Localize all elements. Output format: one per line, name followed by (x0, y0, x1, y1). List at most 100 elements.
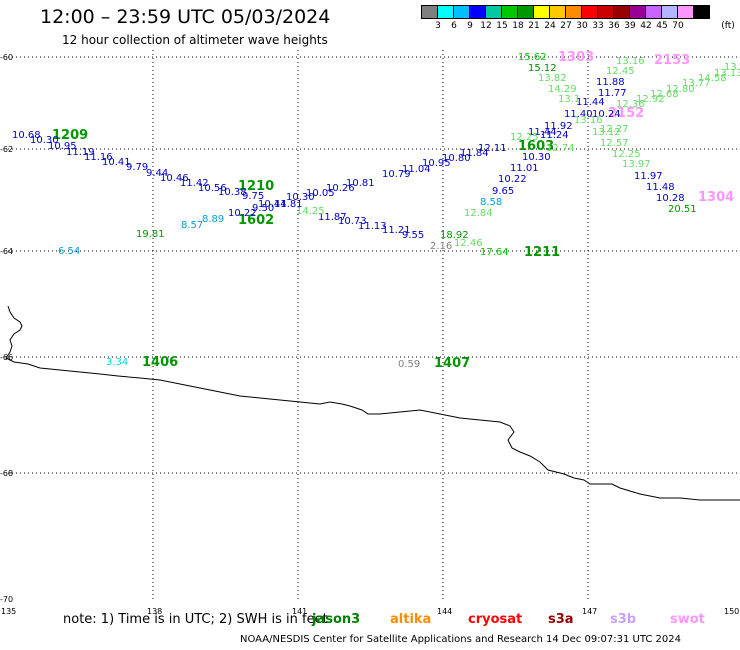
swh-value: 12.25 (510, 132, 539, 143)
swh-value: 15.12 (528, 63, 557, 74)
swh-value: 10.26 (326, 183, 355, 194)
swh-value: 11.84 (460, 148, 489, 159)
swh-value: 15.62 (518, 52, 547, 63)
swh-value: 11.48 (646, 182, 675, 193)
swh-value: 10.05 (306, 188, 335, 199)
colorbar-tick: 27 (560, 21, 572, 31)
swh-value: 10.22 (498, 174, 527, 185)
swh-value: 9.75 (242, 191, 264, 202)
swh-value: 13.82 (538, 73, 567, 84)
swh-value: 9.65 (492, 186, 514, 197)
swh-value: 11.81 (274, 199, 303, 210)
colorbar-tick: 6 (451, 21, 457, 31)
swh-value: 10.73 (338, 216, 367, 227)
swh-value: 12.27 (600, 124, 629, 135)
pass-label: 1211 (524, 245, 560, 260)
swh-value: 10.81 (346, 178, 375, 189)
swh-value: 10.56 (198, 183, 227, 194)
swh-value: 13.77 (682, 78, 711, 89)
satellite-legend-altika: altika (390, 612, 432, 627)
swh-value: 10.28 (656, 193, 685, 204)
swh-value: 10.38 (218, 187, 247, 198)
swh-value: 6.54 (58, 246, 80, 257)
swh-value: 12.11 (478, 143, 507, 154)
swh-value: 10.68 (12, 130, 41, 141)
swh-value: 13.13 (714, 68, 740, 79)
pass-label: 1407 (434, 356, 470, 371)
swh-value: 9.50 (252, 203, 274, 214)
swh-value: 11.44 (528, 127, 557, 138)
pass-label: 2152 (608, 106, 644, 121)
swh-value: 11.88 (596, 77, 625, 88)
colorbar-tick: 9 (467, 21, 473, 31)
swh-value: 14.25 (296, 206, 325, 217)
swh-value: 13.16 (616, 56, 645, 67)
latitude-label: -70 (0, 595, 13, 604)
swh-value: 10.30 (522, 152, 551, 163)
pass-label: 1210 (238, 179, 274, 194)
swh-value: 13.1 (558, 94, 580, 105)
swh-value: 10.44 (258, 199, 287, 210)
swh-labels: 1209 1210 1602 1603 1211 1406 1407 1303 2153 2152… (0, 0, 740, 371)
colorbar-tick: 45 (656, 21, 668, 31)
colorbar-tick: 21 (528, 21, 540, 31)
longitude-label: 147 (582, 607, 597, 616)
swh-value: 11.92 (544, 121, 573, 132)
swh-value: 9.44 (146, 168, 168, 179)
swh-value: 12.80 (666, 84, 695, 95)
latitude-label: -62 (0, 145, 13, 154)
pass-label: 1209 (52, 128, 88, 143)
swh-value: 0.59 (398, 359, 420, 370)
wave-height-colorbar (421, 5, 710, 19)
swh-value: 11.13 (358, 221, 387, 232)
swh-value: 12.92 (636, 94, 665, 105)
swh-value: 14.58 (698, 73, 727, 84)
latitude-label: -60 (0, 53, 13, 62)
colorbar-tick-labels: 3 6 9 12 15 18 21 24 27 30 33 36 39 42 45 70 (ft) (422, 21, 740, 33)
footer-note: note: 1) Time is in UTC; 2) SWH is in fe… (63, 612, 328, 627)
swh-value: 10.79 (382, 169, 411, 180)
swh-value: 3.34 (106, 357, 128, 368)
swh-value: 8.89 (202, 214, 224, 225)
colorbar-tick: 3 (435, 21, 441, 31)
colorbar-tick: 24 (544, 21, 556, 31)
swh-value: 12.25 (612, 149, 641, 160)
swh-value: 10.80 (442, 153, 471, 164)
swh-value: 18.92 (440, 230, 469, 241)
swh-value: 10.30 (30, 135, 59, 146)
pass-label: 1602 (238, 213, 274, 228)
swh-value: 10.22 (228, 208, 257, 219)
swh-value: 10.41 (102, 157, 131, 168)
satellite-legend-swot: swot (670, 612, 705, 627)
swh-value: 12.84 (464, 208, 493, 219)
colorbar-tick: 70 (672, 21, 684, 31)
colorbar-tick: 33 (592, 21, 604, 31)
swh-value: 11.44 (576, 97, 605, 108)
swh-value: 12.36 (616, 99, 645, 110)
satellite-legend-jason3: jason3 (312, 612, 361, 627)
swh-value: 13.16 (574, 115, 603, 126)
swh-value: 12.57 (600, 138, 629, 149)
swh-value: 12.18 (0, 0, 29, 3)
colorbar-tick: 42 (640, 21, 652, 31)
swh-value: 11.01 (510, 163, 539, 174)
footer-credit: NOAA/NESDIS Center for Satellite Applica… (240, 634, 682, 645)
swh-value: 13.97 (622, 159, 651, 170)
longitude-label: 135 (1, 607, 16, 616)
colorbar-tick: 39 (624, 21, 636, 31)
pass-label: 1303 (558, 50, 594, 65)
swh-value: 20.51 (668, 204, 697, 215)
page-title: 12:00 – 23:59 UTC 05/03/2024 (40, 6, 331, 28)
longitude-label: 144 (437, 607, 452, 616)
swh-value: 12.45 (606, 66, 635, 77)
satellite-legend-s3b: s3b (610, 612, 637, 627)
swh-value: 10.30 (286, 192, 315, 203)
pass-label: 1406 (142, 355, 178, 370)
swh-value: 8.57 (181, 220, 203, 231)
swh-value: 9.79 (126, 162, 148, 173)
swh-value: 10.95 (48, 141, 77, 152)
colorbar-tick: 36 (608, 21, 620, 31)
swh-value: 11.42 (180, 178, 209, 189)
pass-label: 1603 (518, 139, 554, 154)
graticule (8, 50, 740, 600)
